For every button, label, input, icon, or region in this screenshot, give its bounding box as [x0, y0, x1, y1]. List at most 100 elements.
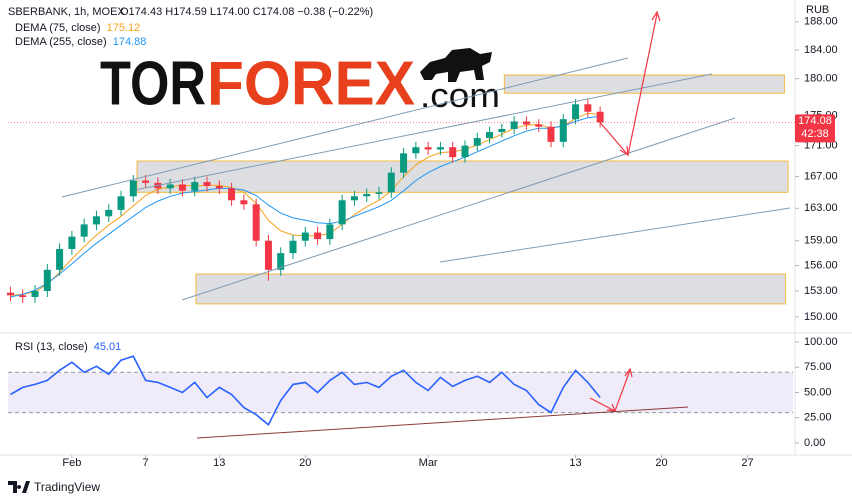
candle-body: [289, 240, 297, 254]
rsi-legend-value: 45.01: [94, 341, 122, 353]
watermark-text: .com: [420, 77, 500, 115]
candle-body: [203, 182, 211, 187]
x-tick-label: 13: [213, 457, 225, 469]
watermark-text: TOR: [100, 49, 206, 118]
bull-icon: [420, 48, 492, 82]
candle-body: [43, 269, 51, 291]
candle-body: [522, 121, 530, 125]
forecast-arrows: [589, 10, 661, 412]
candle-body: [572, 104, 580, 120]
y-tick-label: 159.00: [804, 235, 838, 247]
trend-line: [439, 207, 791, 263]
candle-body: [264, 240, 272, 270]
candle-body: [375, 192, 383, 194]
candle-body: [473, 138, 481, 146]
candle-body: [559, 119, 567, 142]
trend-lines: [61, 57, 791, 301]
footer: TradingView: [8, 480, 100, 494]
candle-body: [252, 204, 260, 241]
candle-body: [142, 180, 150, 183]
candle-body: [31, 290, 39, 297]
arrow-head: [619, 145, 629, 157]
candle-body: [191, 182, 199, 191]
candle-body: [424, 147, 432, 150]
candle-body: [449, 147, 457, 158]
rsi-y-tick-label: 25.00: [804, 412, 832, 424]
zone: [195, 273, 787, 305]
ohlc-text: O174.43 H174.59 L174.00 C174.08 −0.38 (−…: [120, 6, 373, 18]
legend-value: 174.88: [113, 36, 147, 48]
y-tick-label: 171.00: [804, 140, 838, 152]
candle-body: [412, 147, 420, 154]
symbol-title: SBERBANK, 1h, MOEX: [8, 6, 125, 18]
candle-body: [228, 188, 236, 201]
candle-body: [584, 104, 592, 112]
candle-body: [240, 200, 248, 205]
x-tick-label: 27: [741, 457, 753, 469]
dema-line: [10, 115, 601, 298]
candle-body: [314, 232, 322, 240]
candle-body: [215, 186, 223, 189]
candle-body: [178, 184, 186, 191]
candle-body: [166, 184, 174, 189]
candle-body: [80, 224, 88, 237]
candle-body: [68, 236, 76, 249]
candle-body: [277, 253, 285, 270]
candle-body: [19, 295, 27, 297]
trend-line: [134, 73, 713, 191]
x-tick-label: Mar: [419, 457, 438, 469]
x-tick-label: 20: [299, 457, 311, 469]
rsi-y-tick-label: 0.00: [804, 437, 825, 449]
y-tick-label: 184.00: [804, 44, 838, 56]
y-tick-label: 180.00: [804, 73, 838, 85]
x-tick-label: 13: [569, 457, 581, 469]
rsi-y-tick-label: 50.00: [804, 386, 832, 398]
y-tick-label: 188.00: [804, 16, 838, 28]
legend-value: 175.12: [107, 22, 141, 34]
candle-body: [400, 153, 408, 173]
candle-body: [547, 126, 555, 142]
rsi-support-line: [196, 406, 689, 439]
candle-body: [486, 131, 494, 139]
candle-body: [326, 224, 334, 240]
trend-line: [61, 57, 629, 198]
plot-layer: 150.00 153.00 156.00 159.00 163.00 167.00 171.…: [6, 16, 838, 469]
watermark-text: FOREX: [207, 49, 415, 118]
candle-body: [338, 200, 346, 225]
rsi-line: [10, 355, 601, 426]
rsi-band: [8, 372, 793, 413]
candle-body: [56, 248, 64, 270]
candle-body: [535, 124, 543, 127]
rsi-y-tick-label: 75.00: [804, 361, 832, 373]
candle-body: [301, 232, 309, 241]
rsi-legend-label: RSI (13, close): [15, 341, 88, 353]
x-tick-label: 20: [655, 457, 667, 469]
y-tick-label: 167.00: [804, 170, 838, 182]
candle-body: [510, 121, 518, 129]
candle-body: [363, 193, 371, 197]
y-tick-label: 163.00: [804, 202, 838, 214]
candle-body: [92, 216, 100, 225]
candle-body: [387, 172, 395, 193]
arrow-head: [651, 10, 661, 22]
rsi-y-tick-label: 100.00: [804, 336, 838, 348]
y-tick-label: 156.00: [804, 260, 838, 272]
y-tick-label: 150.00: [804, 311, 838, 323]
x-tick-label: Feb: [62, 457, 81, 469]
currency: RUB: [806, 4, 829, 16]
arrow-head: [624, 367, 633, 378]
price-tag-countdown: 42:38: [801, 128, 829, 140]
zone: [136, 160, 789, 193]
candle-body: [350, 196, 358, 201]
candle-body: [117, 196, 125, 210]
x-tick-label: 7: [143, 457, 149, 469]
price-tag-value: 174.08: [798, 115, 832, 127]
trend-line: [181, 117, 736, 301]
candle-body: [461, 145, 469, 158]
price-tag: [795, 114, 835, 143]
arrow-head: [606, 403, 616, 412]
footer-text: TradingView: [34, 480, 100, 494]
legend-label: DEMA (255, close): [15, 36, 107, 48]
